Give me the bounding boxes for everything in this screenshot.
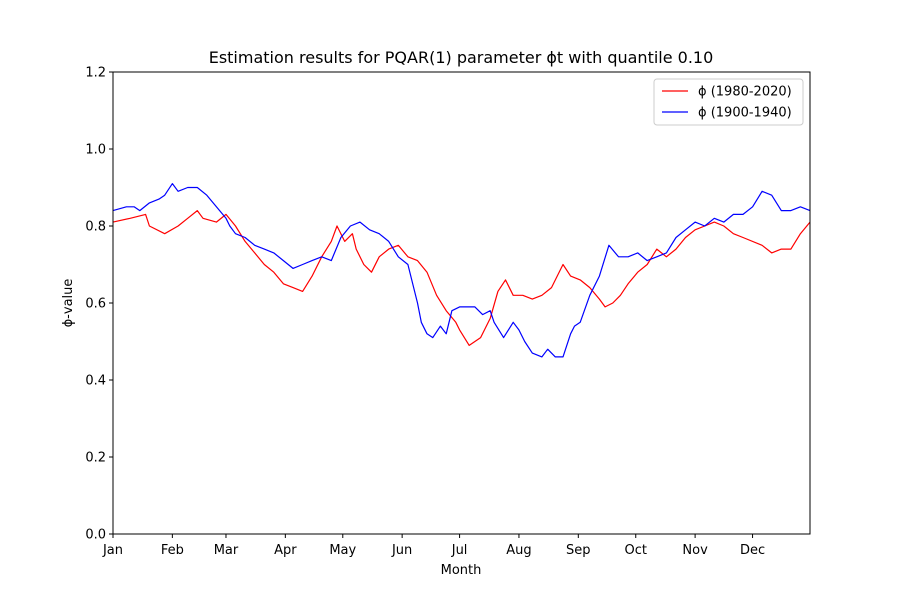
legend-label-1: ϕ (1900-1940) (698, 106, 792, 121)
x-tick-label: Aug (506, 543, 531, 558)
x-tick-label: Jul (451, 543, 468, 558)
y-tick-label: 0.8 (85, 220, 106, 235)
y-tick-label: 0.2 (85, 451, 106, 466)
y-axis-title: ϕ-value (61, 279, 76, 328)
x-tick-label: Jun (391, 543, 412, 558)
series-line-0 (112, 210, 811, 346)
legend: ϕ (1980-2020) ϕ (1900-1940) (653, 78, 804, 126)
x-tick-label: May (329, 543, 356, 558)
x-tick-label: Sep (566, 543, 591, 558)
legend-label-0: ϕ (1980-2020) (698, 85, 792, 100)
y-tick-label: 0.6 (85, 297, 106, 312)
x-tick-label: Apr (274, 543, 297, 558)
x-tick-label: Dec (740, 543, 765, 558)
x-tick-label: Oct (625, 543, 647, 558)
x-tick-label: Feb (161, 543, 184, 558)
y-axis: 0.0 0.2 0.4 0.6 0.8 1.0 1.2 (85, 66, 113, 543)
series-line-1 (112, 183, 811, 358)
legend-box (653, 78, 804, 126)
x-tick-label: Jan (102, 543, 123, 558)
x-tick-label: Nov (682, 543, 708, 558)
chart-title: Estimation results for PQAR(1) parameter… (209, 48, 714, 67)
x-axis-title: Month (441, 563, 482, 578)
x-axis: Jan Feb Mar Apr May Jun Jul Aug Sep Oct Nov Dec (102, 534, 765, 558)
y-tick-label: 1.2 (85, 66, 106, 81)
y-tick-label: 1.0 (85, 143, 106, 158)
x-tick-label: Mar (214, 543, 239, 558)
series-layer (112, 183, 811, 358)
y-tick-label: 0.4 (85, 374, 106, 389)
y-tick-label: 0.0 (85, 528, 106, 543)
